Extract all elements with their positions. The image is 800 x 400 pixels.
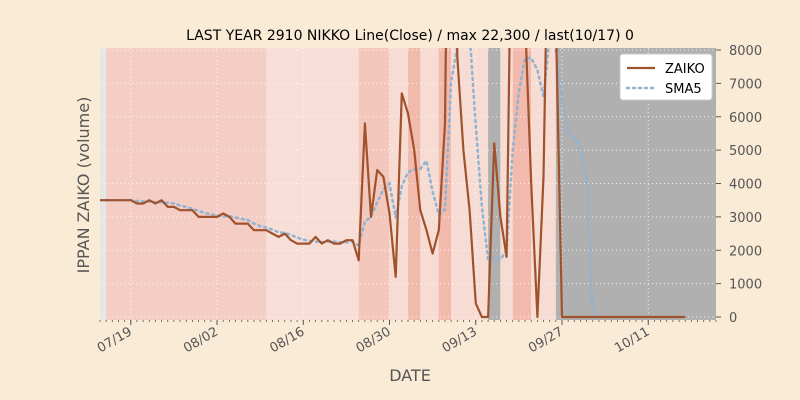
y-axis-ticks: 0 1000 2000 3000 4000 5000 6000 7000 8000 (716, 44, 762, 326)
legend-label: ZAIKO (665, 62, 705, 77)
x-tick-label: 07/19 (95, 324, 135, 356)
x-axis-label: DATE (389, 366, 431, 385)
y-tick-label: 2000 (729, 244, 762, 259)
background-bands (100, 48, 716, 320)
x-tick-label: 08/16 (267, 324, 307, 356)
y-tick-label: 5000 (729, 144, 762, 159)
x-tick-label: 09/27 (526, 324, 566, 356)
series-line-zaiko (100, 48, 686, 319)
x-tick-label: 08/30 (354, 324, 394, 356)
chart-title: LAST YEAR 2910 NIKKO Line(Close) / max 2… (186, 28, 634, 44)
y-tick-label: 1000 (729, 278, 762, 293)
legend-box (619, 53, 713, 101)
y-tick-label: 4000 (729, 178, 762, 193)
x-tick-label: 09/13 (440, 324, 480, 356)
y-tick-label: 0 (729, 311, 737, 326)
x-tick-label: 10/11 (612, 324, 652, 356)
legend-label: SMA5 (665, 82, 702, 97)
y-axis-label: IPPAN ZAIKO (volume) (74, 97, 93, 274)
legend: ZAIKO SMA5 (619, 53, 713, 101)
background-band (451, 48, 489, 320)
background-band (512, 48, 532, 320)
background-band (420, 48, 439, 320)
background-band (408, 48, 421, 320)
background-band (100, 48, 107, 320)
y-tick-label: 7000 (729, 77, 762, 92)
series-lines (100, 48, 687, 319)
background-band (106, 48, 267, 320)
x-tick-label: 08/02 (181, 324, 221, 356)
y-tick-label: 3000 (729, 211, 762, 226)
y-tick-label: 8000 (729, 44, 762, 59)
series-line-sma5 (100, 48, 687, 319)
y-tick-label: 6000 (729, 111, 762, 126)
x-axis-ticks: 07/19 08/02 08/16 08/30 09/13 09/27 10/11 (95, 320, 717, 356)
